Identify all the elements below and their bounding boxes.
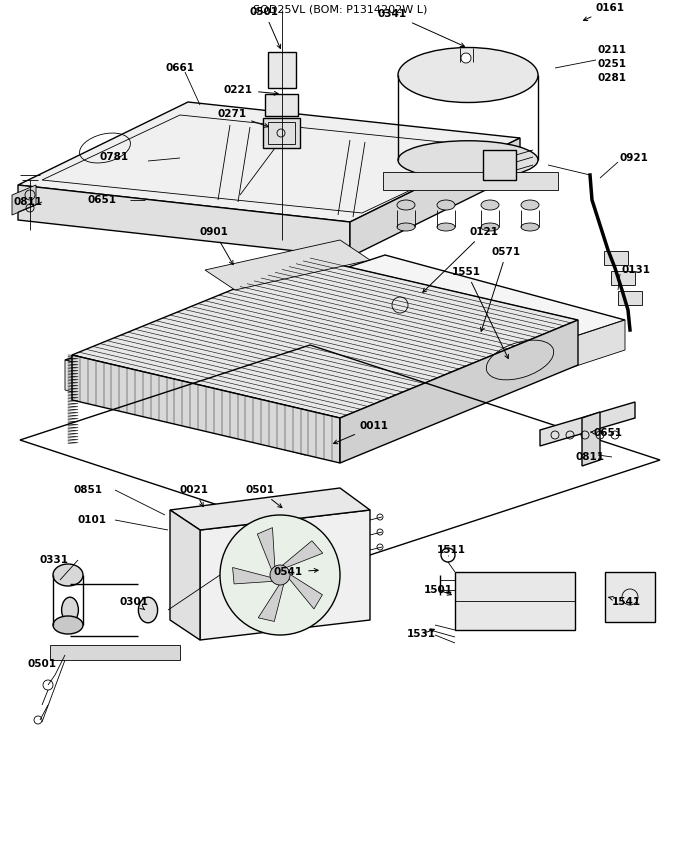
Circle shape <box>461 53 471 63</box>
Text: SQD25VL (BOM: P1314202W L): SQD25VL (BOM: P1314202W L) <box>253 4 427 14</box>
Polygon shape <box>233 568 275 584</box>
Ellipse shape <box>139 597 158 623</box>
Text: 0021: 0021 <box>180 485 209 507</box>
Ellipse shape <box>53 564 83 586</box>
Polygon shape <box>350 138 520 257</box>
Text: 0301: 0301 <box>120 597 149 610</box>
Text: 1531: 1531 <box>407 628 436 639</box>
Text: 0131: 0131 <box>622 265 651 275</box>
Polygon shape <box>72 258 578 418</box>
Circle shape <box>220 515 340 635</box>
Polygon shape <box>280 541 323 569</box>
Polygon shape <box>540 402 635 446</box>
Polygon shape <box>383 172 558 190</box>
Text: 0271: 0271 <box>217 109 269 128</box>
Ellipse shape <box>62 597 78 623</box>
Text: 0781: 0781 <box>100 152 129 162</box>
FancyBboxPatch shape <box>611 271 635 285</box>
Text: 1541: 1541 <box>609 596 641 607</box>
Ellipse shape <box>521 223 539 231</box>
Ellipse shape <box>481 223 499 231</box>
Ellipse shape <box>481 200 499 210</box>
Text: 0651: 0651 <box>591 428 623 438</box>
Polygon shape <box>65 360 305 455</box>
Polygon shape <box>605 572 655 622</box>
Text: 0811: 0811 <box>575 452 604 462</box>
Text: 0571: 0571 <box>481 247 521 332</box>
Ellipse shape <box>397 223 415 231</box>
Text: 0901: 0901 <box>200 227 233 265</box>
Text: 1511: 1511 <box>437 545 466 555</box>
Text: 0501: 0501 <box>245 485 282 508</box>
Text: 1501: 1501 <box>424 585 453 595</box>
Polygon shape <box>12 185 36 215</box>
Polygon shape <box>72 355 340 463</box>
Text: 0661: 0661 <box>165 63 194 73</box>
Text: 0921: 0921 <box>620 153 649 163</box>
Ellipse shape <box>398 141 538 180</box>
Text: 1551: 1551 <box>452 267 509 358</box>
Polygon shape <box>305 320 625 455</box>
Polygon shape <box>18 185 350 257</box>
Text: 0121: 0121 <box>423 227 499 293</box>
Text: 0221: 0221 <box>224 85 278 95</box>
Polygon shape <box>18 102 520 222</box>
Ellipse shape <box>53 616 83 634</box>
Polygon shape <box>340 320 578 463</box>
Text: 0341: 0341 <box>378 9 464 47</box>
Polygon shape <box>50 645 180 660</box>
Text: 0541: 0541 <box>274 567 318 577</box>
Ellipse shape <box>521 200 539 210</box>
Circle shape <box>270 565 290 585</box>
FancyBboxPatch shape <box>604 251 628 265</box>
Text: 0811: 0811 <box>14 197 43 207</box>
Polygon shape <box>265 94 298 116</box>
Text: 0211: 0211 <box>598 45 627 55</box>
FancyBboxPatch shape <box>618 291 642 305</box>
Polygon shape <box>288 573 322 609</box>
Ellipse shape <box>437 223 455 231</box>
Text: 0281: 0281 <box>598 73 627 83</box>
Text: 0251: 0251 <box>598 59 627 69</box>
Polygon shape <box>483 150 516 180</box>
Text: 0851: 0851 <box>74 485 103 495</box>
Text: 0651: 0651 <box>87 195 116 205</box>
Polygon shape <box>263 118 300 148</box>
Polygon shape <box>170 510 200 640</box>
Polygon shape <box>200 510 370 640</box>
Text: 0011: 0011 <box>334 421 389 444</box>
Text: 0501: 0501 <box>250 7 281 49</box>
Polygon shape <box>258 582 284 621</box>
Polygon shape <box>205 240 370 290</box>
Ellipse shape <box>437 200 455 210</box>
Polygon shape <box>65 255 625 425</box>
Ellipse shape <box>397 200 415 210</box>
Text: 0161: 0161 <box>583 3 625 21</box>
Polygon shape <box>582 412 600 466</box>
Polygon shape <box>170 488 370 530</box>
Polygon shape <box>257 528 275 572</box>
Text: 0331: 0331 <box>40 555 69 565</box>
Text: 0101: 0101 <box>77 515 106 525</box>
Text: 0501: 0501 <box>27 659 56 669</box>
Polygon shape <box>455 572 575 630</box>
Ellipse shape <box>398 48 538 102</box>
Polygon shape <box>268 52 296 88</box>
